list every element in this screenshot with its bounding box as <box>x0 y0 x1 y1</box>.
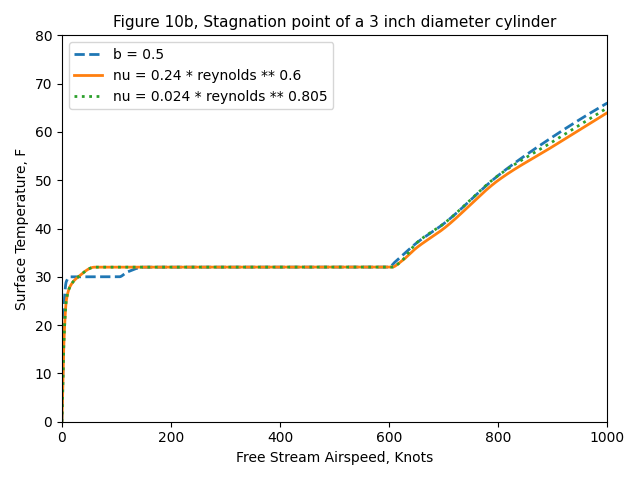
b = 0.5 <box>413 240 420 246</box>
nu = 0.024 * reynolds ** 0.805 <box>413 240 420 246</box>
nu = 0.24 * reynolds ** 0.6 <box>266 264 274 270</box>
nu = 0.24 * reynolds ** 0.6 <box>157 264 165 270</box>
nu = 0.24 * reynolds ** 0.6 <box>58 419 66 425</box>
b = 0.5 <box>507 163 515 169</box>
nu = 0.024 * reynolds ** 0.805 <box>507 164 515 170</box>
nu = 0.24 * reynolds ** 0.6 <box>385 264 393 270</box>
b = 0.5 <box>157 264 165 270</box>
nu = 0.024 * reynolds ** 0.805 <box>157 264 165 270</box>
nu = 0.24 * reynolds ** 0.6 <box>604 110 611 116</box>
nu = 0.24 * reynolds ** 0.6 <box>413 245 420 251</box>
nu = 0.24 * reynolds ** 0.6 <box>465 203 473 209</box>
b = 0.5 <box>385 264 393 270</box>
b = 0.5 <box>604 100 611 106</box>
Line: nu = 0.24 * reynolds ** 0.6: nu = 0.24 * reynolds ** 0.6 <box>62 113 607 422</box>
Line: nu = 0.024 * reynolds ** 0.805: nu = 0.024 * reynolds ** 0.805 <box>62 108 607 422</box>
b = 0.5 <box>465 199 473 204</box>
nu = 0.24 * reynolds ** 0.6 <box>507 169 515 175</box>
Title: Figure 10b, Stagnation point of a 3 inch diameter cylinder: Figure 10b, Stagnation point of a 3 inch… <box>113 15 556 30</box>
X-axis label: Free Stream Airspeed, Knots: Free Stream Airspeed, Knots <box>236 451 433 465</box>
nu = 0.024 * reynolds ** 0.805 <box>266 264 274 270</box>
nu = 0.024 * reynolds ** 0.805 <box>604 105 611 111</box>
Line: b = 0.5: b = 0.5 <box>62 103 607 422</box>
nu = 0.024 * reynolds ** 0.805 <box>58 419 66 425</box>
Legend: b = 0.5, nu = 0.24 * reynolds ** 0.6, nu = 0.024 * reynolds ** 0.805: b = 0.5, nu = 0.24 * reynolds ** 0.6, nu… <box>69 42 333 109</box>
Y-axis label: Surface Temperature, F: Surface Temperature, F <box>15 147 29 310</box>
nu = 0.024 * reynolds ** 0.805 <box>465 198 473 204</box>
b = 0.5 <box>266 264 274 270</box>
b = 0.5 <box>58 419 66 425</box>
nu = 0.024 * reynolds ** 0.805 <box>385 264 393 270</box>
